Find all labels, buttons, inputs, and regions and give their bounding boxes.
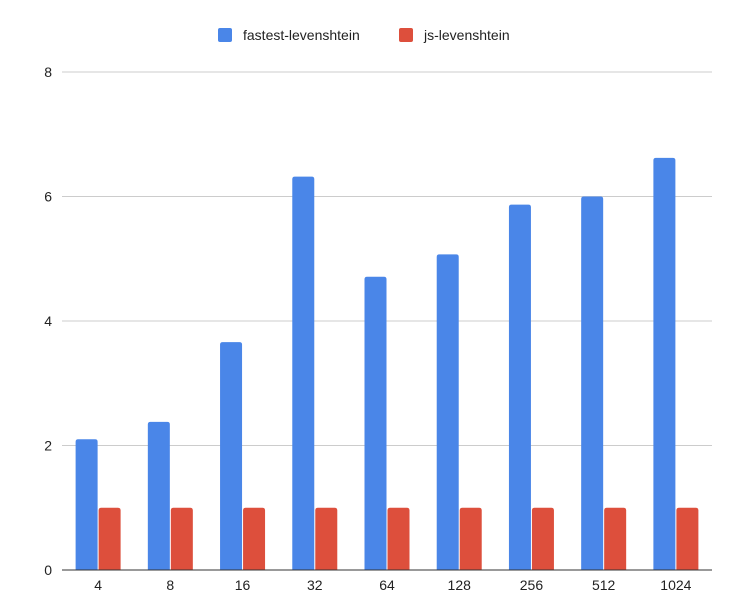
legend: fastest-levenshtein js-levenshtein [218, 27, 510, 43]
bar-fastest-levenshtein-1024 [653, 157, 676, 570]
bar-fastest-levenshtein-4 [75, 439, 98, 570]
y-tick-label-0: 0 [44, 562, 52, 578]
gridlines [62, 71, 712, 446]
bar-js-levenshtein-1024 [676, 507, 699, 570]
x-tick-label-32: 32 [307, 577, 323, 593]
x-tick-label-16: 16 [235, 577, 251, 593]
bar-fastest-levenshtein-512 [581, 196, 604, 570]
legend-swatch-fastest-levenshtein [218, 28, 232, 42]
bar-js-levenshtein-128 [459, 507, 482, 570]
x-tick-label-1024: 1024 [660, 577, 691, 593]
bar-js-levenshtein-512 [604, 507, 627, 570]
bar-js-levenshtein-16 [243, 507, 266, 570]
bar-js-levenshtein-64 [387, 507, 410, 570]
legend-swatch-js-levenshtein [399, 28, 413, 42]
bar-fastest-levenshtein-64 [364, 276, 387, 570]
y-tick-label-4: 4 [44, 313, 52, 329]
x-tick-label-64: 64 [379, 577, 395, 593]
y-tick-label-2: 2 [44, 438, 52, 454]
legend-label-js-levenshtein: js-levenshtein [423, 27, 510, 43]
bar-js-levenshtein-4 [98, 507, 121, 570]
bar-js-levenshtein-256 [531, 507, 554, 570]
bar-js-levenshtein-8 [170, 507, 193, 570]
x-tick-label-128: 128 [448, 577, 472, 593]
bars [75, 157, 699, 570]
bar-fastest-levenshtein-32 [292, 176, 315, 570]
bar-js-levenshtein-32 [315, 507, 338, 570]
y-tick-label-8: 8 [44, 64, 52, 80]
y-axis-ticks: 0 2 4 6 8 [44, 64, 52, 578]
x-axis-ticks: 4 8 16 32 64 128 256 512 1024 [94, 577, 691, 593]
bar-fastest-levenshtein-8 [147, 421, 170, 570]
x-tick-label-4: 4 [94, 577, 102, 593]
bar-fastest-levenshtein-128 [436, 254, 459, 570]
bar-fastest-levenshtein-256 [508, 204, 531, 570]
legend-label-fastest-levenshtein: fastest-levenshtein [243, 27, 360, 43]
y-tick-label-6: 6 [44, 189, 52, 205]
x-tick-label-512: 512 [592, 577, 616, 593]
x-tick-label-256: 256 [520, 577, 544, 593]
bar-fastest-levenshtein-16 [220, 342, 243, 570]
x-tick-label-8: 8 [166, 577, 174, 593]
